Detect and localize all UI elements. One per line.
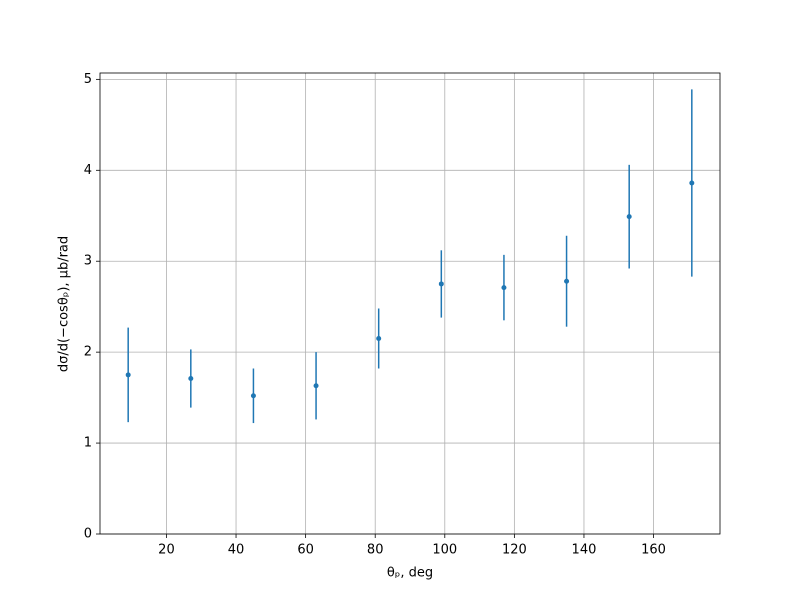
data-point bbox=[313, 383, 319, 389]
x-tick-label: 80 bbox=[367, 543, 384, 558]
data-point bbox=[188, 376, 194, 382]
data-point bbox=[564, 278, 570, 284]
data-point bbox=[125, 372, 131, 378]
data-point bbox=[626, 214, 632, 220]
x-tick-label: 40 bbox=[228, 543, 245, 558]
plot-frame bbox=[99, 72, 721, 535]
x-tick-label: 160 bbox=[641, 543, 666, 558]
y-tick-label: 4 bbox=[84, 163, 92, 178]
x-axis-label: θₚ, deg bbox=[387, 566, 433, 581]
data-point bbox=[689, 180, 695, 186]
y-tick-label: 5 bbox=[84, 72, 92, 87]
y-tick-label: 2 bbox=[84, 345, 92, 360]
x-tick-label: 120 bbox=[502, 543, 527, 558]
data-point bbox=[501, 285, 507, 291]
y-axis-label: dσ/d(−cosθₚ), μb/rad bbox=[57, 236, 72, 372]
x-tick-label: 100 bbox=[432, 543, 457, 558]
x-tick-label: 140 bbox=[572, 543, 597, 558]
x-tick-label: 20 bbox=[158, 543, 175, 558]
data-point bbox=[438, 281, 444, 287]
y-tick-label: 0 bbox=[84, 527, 92, 542]
y-tick-label: 3 bbox=[84, 254, 92, 269]
x-tick-label: 60 bbox=[297, 543, 314, 558]
data-point bbox=[376, 336, 382, 342]
y-tick-label: 1 bbox=[84, 436, 92, 451]
data-point bbox=[250, 393, 256, 399]
